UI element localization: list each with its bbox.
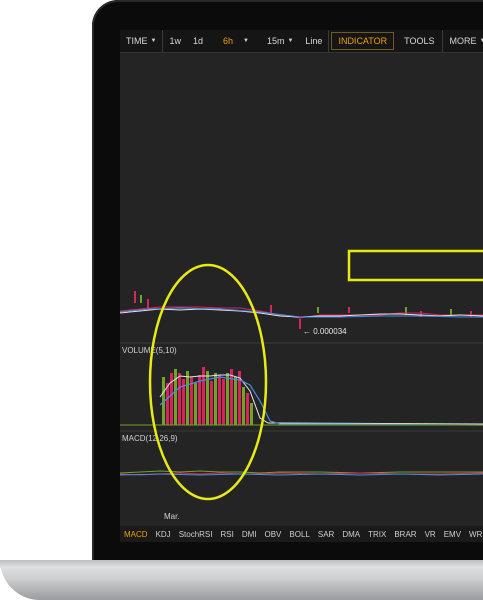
interval-6h[interactable]: 6h ▼ [209,30,255,52]
tab-kdj[interactable]: KDJ [155,529,171,539]
interval-15m-label: 15m [266,36,285,46]
price-line-blue [120,307,483,318]
candle [405,307,407,315]
volume-bar [214,373,217,425]
candle [299,319,301,329]
volume-bar [162,377,165,425]
candle [147,299,149,309]
volume-bar [190,377,193,425]
time-label: TIME [126,36,148,46]
tab-trix[interactable]: TRIX [368,529,387,539]
min-price-label: ← 0.000034 [303,327,347,336]
highlight-ellipse [148,263,268,501]
candle [317,307,319,313]
tab-brar[interactable]: BRAR [394,529,417,539]
interval-1d[interactable]: 1d [192,36,203,46]
volume-bar [250,403,253,425]
price-line-pink [120,306,483,319]
indicator-button[interactable]: INDICATOR [331,32,395,50]
candle [270,305,272,313]
more-label: MORE [449,36,477,46]
volume-label: VOLUME(5,10) [122,346,177,355]
line-button[interactable]: Line [299,30,330,52]
volume-bar [202,367,205,425]
volume-bar [170,373,173,425]
chevron-down-icon: ▼ [243,38,249,44]
volume-bar [210,381,213,425]
interval-6h-label: 6h [222,36,233,46]
tab-dmi[interactable]: DMI [241,529,257,539]
tab-sar[interactable]: SAR [317,529,335,539]
volume-bar [226,373,229,425]
candle [140,295,142,303]
candle [348,307,350,313]
volume-bar [194,383,197,425]
tools-button[interactable]: TOOLS [396,30,444,52]
volume-bar [166,383,169,425]
tab-stochrsi[interactable]: StochRSI [178,529,213,539]
volume-bars [162,367,253,425]
tab-boll[interactable]: BOLL [289,529,310,539]
tab-obv[interactable]: OBV [264,529,282,539]
interval-1w[interactable]: 1w [169,36,181,46]
tab-wr[interactable]: WR [469,529,483,539]
volume-ma-blue [159,376,483,426]
volume-bar [198,375,201,425]
candle [134,291,136,303]
chevron-down-icon: ▼ [150,38,157,44]
volume-bar [206,371,209,425]
volume-bar [238,371,241,425]
volume-ma-white [159,374,483,425]
more-dropdown[interactable]: MORE ▼ [443,30,483,52]
volume-bar [242,387,245,425]
volume-bar [222,379,225,425]
macd-line-green [120,470,483,474]
month-label: Mar. [164,512,180,521]
candle [470,311,472,317]
chevron-down-icon: ▼ [287,38,294,44]
volume-bar [230,369,233,425]
price-chart[interactable]: ← 0.000034 VOLUME(5,10) [120,53,483,523]
volume-bar [178,373,181,425]
tab-vr[interactable]: VR [424,529,436,539]
tab-emv[interactable]: EMV [443,529,462,539]
tab-dma[interactable]: DMA [342,529,361,539]
laptop-screen: TIME ▼ 1w 1d 6h ▼ 15m ▼ Line INDICATOR TOOL… [120,30,483,542]
candle [450,309,452,315]
tab-rsi[interactable]: RSI [220,529,234,539]
volume-bar [218,375,221,425]
chart-toolbar: TIME ▼ 1w 1d 6h ▼ 15m ▼ Line INDICATOR TOOL… [120,30,483,53]
macd-line-blue [120,473,483,476]
indicator-tabs: MACD KDJ StochRSI RSI DMI OBV BOLL SAR D… [120,526,483,542]
chevron-down-icon: ▼ [479,38,483,44]
volume-bar [174,369,177,425]
time-dropdown[interactable]: TIME ▼ [120,30,164,52]
volume-bar [246,393,249,425]
volume-bar [186,371,189,425]
volume-bar [234,377,237,425]
laptop-hinge [0,560,483,568]
volume-bar [182,379,185,425]
price-candles [134,291,472,329]
highlight-rectangle [347,249,483,282]
interval-15m[interactable]: 15m ▼ [255,30,299,52]
candle [420,311,422,317]
tab-macd[interactable]: MACD [124,529,148,539]
macd-label: MACD(12,26,9) [122,434,178,443]
